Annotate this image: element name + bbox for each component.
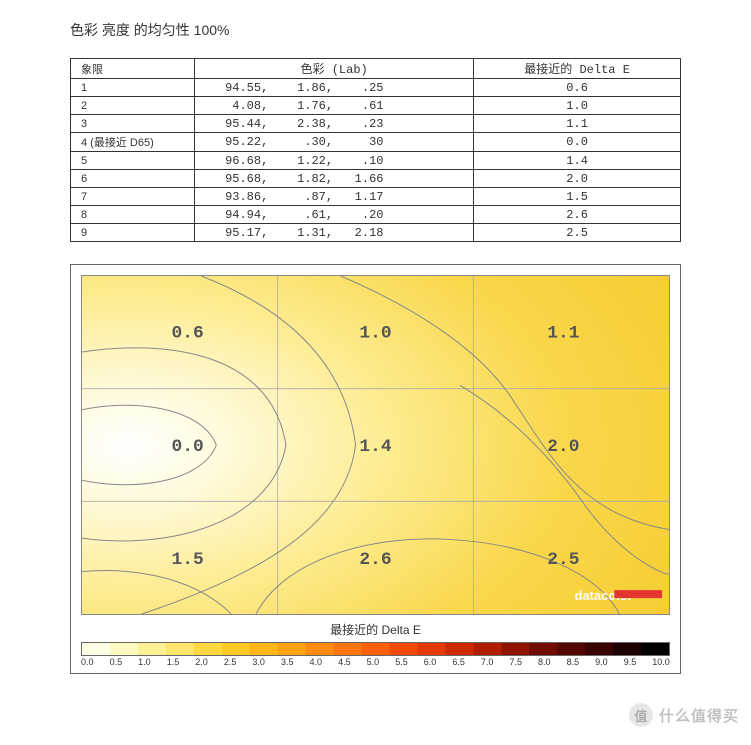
watermark-text: 什么值得买: [659, 705, 739, 726]
scale-tick: 9.0: [595, 657, 608, 667]
table-row: 695.68, 1.82, 1.662.0: [71, 170, 681, 188]
cell-quadrant: 2: [71, 97, 195, 115]
cell-quadrant: 8: [71, 206, 195, 224]
cell-deltae: 1.5: [474, 188, 681, 206]
cell-lab: 94.55, 1.86, .25: [195, 79, 474, 97]
table-header-row: 象限 色彩 (Lab) 最接近的 Delta E: [71, 59, 681, 79]
cell-deltae: 0.6: [474, 79, 681, 97]
cell-lab: 96.68, 1.22, .10: [195, 152, 474, 170]
heatmap-caption: 最接近的 Delta E: [81, 621, 670, 638]
scale-tick: 6.5: [452, 657, 465, 667]
color-scale: 0.0 0.5 1.0 1.5 2.0 2.5 3.0 3.5 4.0 4.5 5.0 5.5 6.0 6…: [81, 642, 670, 667]
cell-deltae: 1.4: [474, 152, 681, 170]
cell-lab: 93.86, .87, 1.17: [195, 188, 474, 206]
cell-lab: 94.94, .61, .20: [195, 206, 474, 224]
scale-tick: 0.0: [81, 657, 94, 667]
heatmap: 0.61.01.10.01.42.01.52.62.5datacolor: [81, 275, 670, 615]
svg-text:2.0: 2.0: [547, 437, 579, 457]
watermark: 值 什么值得买: [629, 703, 739, 727]
svg-text:1.4: 1.4: [359, 437, 391, 457]
cell-deltae: 2.0: [474, 170, 681, 188]
cell-deltae: 1.1: [474, 115, 681, 133]
scale-tick: 0.5: [110, 657, 123, 667]
svg-text:2.6: 2.6: [359, 550, 391, 570]
scale-tick: 4.0: [310, 657, 323, 667]
table-row: 793.86, .87, 1.171.5: [71, 188, 681, 206]
svg-text:0.6: 0.6: [172, 324, 204, 344]
cell-deltae: 2.6: [474, 206, 681, 224]
svg-text:1.1: 1.1: [547, 324, 579, 344]
table-row: 395.44, 2.38, .231.1: [71, 115, 681, 133]
table-row: 596.68, 1.22, .101.4: [71, 152, 681, 170]
cell-lab: 95.22, .30, 30: [195, 133, 474, 152]
svg-text:1.5: 1.5: [172, 550, 204, 570]
cell-quadrant: 7: [71, 188, 195, 206]
scale-tick: 2.0: [195, 657, 208, 667]
scale-tick: 5.0: [367, 657, 380, 667]
cell-quadrant: 4 (最接近 D65): [71, 133, 195, 152]
scale-tick: 2.5: [224, 657, 237, 667]
cell-deltae: 1.0: [474, 97, 681, 115]
page-title: 色彩 亮度 的均匀性 100%: [70, 20, 681, 40]
table-row: 995.17, 1.31, 2.182.5: [71, 224, 681, 242]
cell-lab: 95.68, 1.82, 1.66: [195, 170, 474, 188]
cell-lab: 4.08, 1.76, .61: [195, 97, 474, 115]
header-lab: 色彩 (Lab): [195, 59, 474, 79]
cell-quadrant: 1: [71, 79, 195, 97]
cell-deltae: 0.0: [474, 133, 681, 152]
scale-tick: 3.0: [252, 657, 265, 667]
table-row: 2 4.08, 1.76, .611.0: [71, 97, 681, 115]
cell-quadrant: 9: [71, 224, 195, 242]
scale-tick: 8.0: [538, 657, 551, 667]
scale-tick: 7.5: [509, 657, 522, 667]
scale-tick: 5.5: [395, 657, 408, 667]
scale-tick: 9.5: [624, 657, 637, 667]
header-deltae: 最接近的 Delta E: [474, 59, 681, 79]
scale-tick: 8.5: [567, 657, 580, 667]
color-scale-bar: [81, 642, 670, 656]
table-row: 194.55, 1.86, .250.6: [71, 79, 681, 97]
scale-tick: 10.0: [652, 657, 670, 667]
cell-lab: 95.17, 1.31, 2.18: [195, 224, 474, 242]
scale-tick: 1.5: [167, 657, 180, 667]
svg-text:2.5: 2.5: [547, 550, 579, 570]
cell-quadrant: 6: [71, 170, 195, 188]
heatmap-panel: 0.61.01.10.01.42.01.52.62.5datacolor 最接近…: [70, 264, 681, 674]
header-quadrant: 象限: [71, 59, 195, 79]
table-row: 4 (最接近 D65)95.22, .30, 300.0: [71, 133, 681, 152]
cell-quadrant: 5: [71, 152, 195, 170]
color-scale-ticks: 0.0 0.5 1.0 1.5 2.0 2.5 3.0 3.5 4.0 4.5 5.0 5.5 6.0 6…: [81, 657, 670, 667]
table-row: 894.94, .61, .202.6: [71, 206, 681, 224]
svg-text:0.0: 0.0: [172, 437, 204, 457]
data-table: 象限 色彩 (Lab) 最接近的 Delta E 194.55, 1.86, .…: [70, 58, 681, 242]
scale-tick: 4.5: [338, 657, 351, 667]
svg-text:1.0: 1.0: [359, 324, 391, 344]
cell-deltae: 2.5: [474, 224, 681, 242]
scale-tick: 1.0: [138, 657, 151, 667]
cell-quadrant: 3: [71, 115, 195, 133]
watermark-icon: 值: [629, 703, 653, 727]
cell-lab: 95.44, 2.38, .23: [195, 115, 474, 133]
scale-tick: 7.0: [481, 657, 494, 667]
scale-tick: 6.0: [424, 657, 437, 667]
scale-tick: 3.5: [281, 657, 294, 667]
